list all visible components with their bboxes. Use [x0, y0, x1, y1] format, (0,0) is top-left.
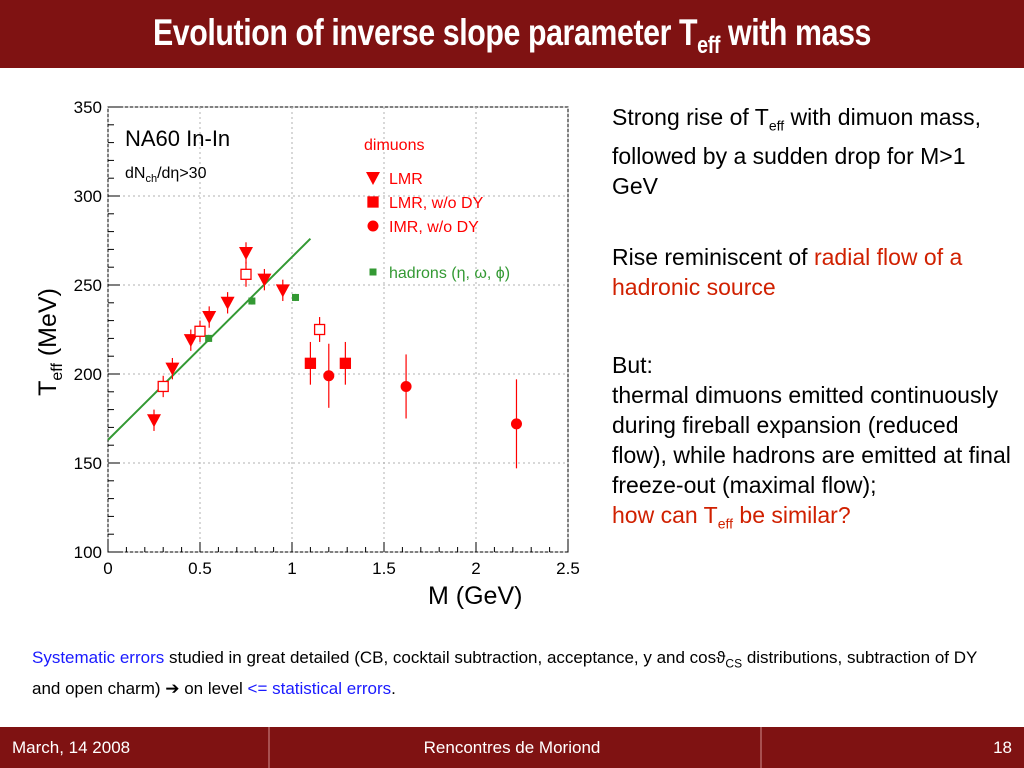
- triangle-marker: [275, 284, 290, 298]
- footer: March, 14 2008 Rencontres de Moriond 18: [0, 727, 1024, 768]
- y-tick-label: 300: [74, 187, 102, 206]
- triangle-marker: [257, 273, 272, 287]
- slide-title: Evolution of inverse slope parameter Tef…: [92, 0, 932, 68]
- square-marker: [194, 325, 206, 337]
- triangle-marker: [202, 311, 217, 325]
- legend-label: IMR, w/o DY: [389, 219, 479, 236]
- note-text-c: on level: [179, 679, 248, 699]
- square-marker: [304, 357, 317, 369]
- note-text-b: distributions, subtraction of DY and ope…: [32, 648, 978, 699]
- p3-red-a: how can T: [612, 502, 718, 528]
- p1-b: with dimuon mass, followed by a sudden d…: [612, 104, 981, 199]
- note-theta: ϑ: [716, 648, 726, 667]
- footer-conference: Rencontres de Moriond: [423, 738, 601, 757]
- p3-red-b: be similar?: [733, 502, 851, 528]
- y-tick-label: 100: [74, 543, 102, 562]
- chart-title: NA60 In-In: [125, 126, 230, 151]
- p3-question: how can Teff be similar?: [612, 500, 1012, 539]
- p1-a: Strong rise of T: [612, 104, 769, 130]
- title-subscript: eff: [697, 32, 720, 59]
- footer-date: March, 14 2008: [12, 738, 131, 757]
- footer-divider: [268, 727, 270, 768]
- text-but: But: thermal dimuons emitted continuousl…: [612, 350, 1012, 539]
- x-tick-label: 2.5: [556, 559, 580, 578]
- p1-sub: eff: [768, 117, 785, 134]
- small-square-marker: [369, 268, 377, 276]
- circle-marker: [400, 380, 412, 392]
- note-blue-a: Systematic errors: [32, 648, 165, 667]
- arrow-icon: ➔: [165, 679, 180, 699]
- text-radial-flow: Rise reminiscent of radial flow of a had…: [612, 242, 1002, 302]
- x-tick-label: 0.5: [188, 559, 212, 578]
- p3-red-sub: eff: [717, 515, 734, 532]
- y-tick-label: 250: [74, 276, 102, 295]
- legend-header: dimuons: [364, 137, 424, 154]
- title-end: with mass: [719, 12, 872, 53]
- p2-a: Rise reminiscent of: [612, 244, 814, 270]
- triangle-marker: [147, 414, 161, 428]
- chart-subtitle: dNch/dη>30: [125, 165, 207, 185]
- y-axis-label: Teff (MeV): [34, 288, 66, 396]
- data-points: [147, 242, 522, 469]
- y-tick-label: 200: [74, 365, 102, 384]
- p3-b: thermal dimuons emitted continuously dur…: [612, 382, 1011, 498]
- title-main: Evolution of inverse slope parameter T: [152, 12, 698, 53]
- text-strong-rise: Strong rise of Teff with dimuon mass, fo…: [612, 102, 997, 201]
- triangle-marker: [239, 246, 253, 260]
- y-tick-label: 350: [74, 98, 102, 117]
- grid: [107, 106, 569, 553]
- p3-a: But:: [612, 352, 653, 378]
- footer-page-number: 18: [993, 738, 1012, 757]
- systematic-errors-note: Systematic errors studied in great detai…: [32, 645, 1007, 702]
- note-text-d: .: [391, 679, 396, 699]
- legend: LMR LMR, w/o DY IMR, w/o DY hadrons (η, ω, …: [366, 171, 510, 282]
- legend-label: LMR, w/o DY: [389, 195, 484, 212]
- x-tick-label: 1.5: [372, 559, 396, 578]
- x-axis-label: M (GeV): [428, 582, 522, 610]
- axis-ticks: 0 0.5 1 1.5 2 2.5 100 150 200 250 300 350: [74, 98, 580, 578]
- circle-marker: [367, 220, 379, 232]
- note-text-a: studied in great detailed (CB, cocktail …: [164, 648, 717, 667]
- x-tick-label: 2: [471, 559, 480, 578]
- circle-marker: [323, 370, 335, 382]
- triangle-marker: [183, 334, 198, 348]
- y-tick-label: 150: [74, 454, 102, 473]
- square-marker: [339, 357, 352, 369]
- small-square-marker: [291, 293, 299, 301]
- note-blue-b: <= statistical errors: [247, 679, 392, 699]
- square-marker: [313, 323, 326, 336]
- legend-label: hadrons (η, ω, ϕ): [389, 265, 510, 282]
- x-tick-label: 1: [287, 559, 296, 578]
- note-sub-cs: CS: [725, 656, 743, 671]
- title-bar: [0, 0, 1024, 68]
- footer-divider: [760, 727, 762, 768]
- square-marker: [240, 268, 252, 280]
- legend-label: LMR: [389, 171, 423, 188]
- square-marker: [367, 196, 379, 208]
- triangle-marker: [220, 296, 235, 310]
- square-marker: [157, 380, 169, 393]
- triangle-marker: [366, 172, 380, 185]
- triangle-marker: [165, 362, 180, 376]
- teff-vs-mass-chart: 0 0.5 1 1.5 2 2.5 100 150 200 250 300 350 LMR LMR, w…: [34, 98, 580, 610]
- circle-marker: [510, 418, 522, 430]
- small-square-marker: [205, 334, 213, 342]
- p2-red: radial flow of a hadronic source: [612, 244, 963, 300]
- x-tick-label: 0: [103, 559, 112, 578]
- small-square-marker: [248, 297, 256, 305]
